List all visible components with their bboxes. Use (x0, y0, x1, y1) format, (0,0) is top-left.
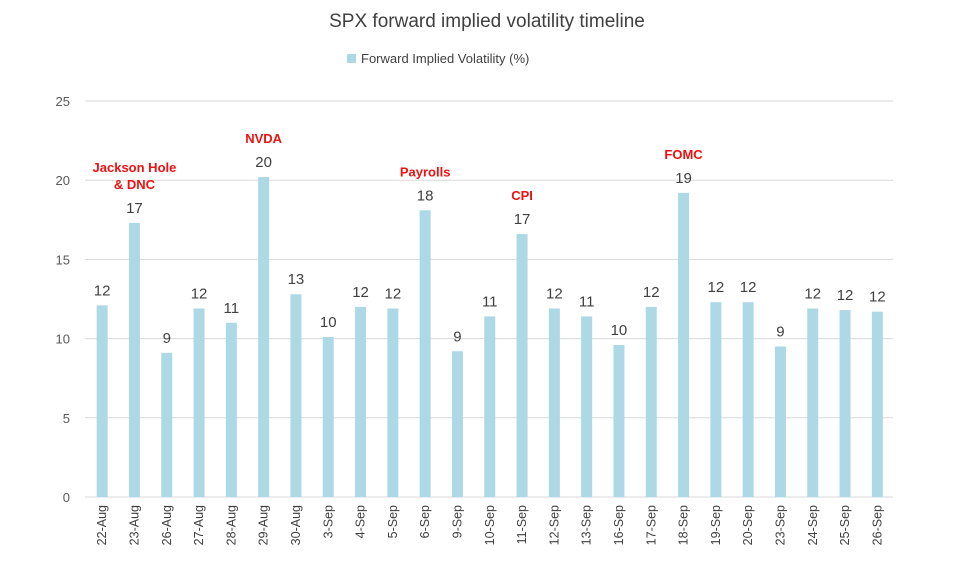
legend: Forward Implied Volatility (%) (347, 51, 529, 66)
data-label: 17 (514, 211, 531, 228)
x-tick-label: 13-Sep (580, 505, 594, 545)
event-annotation: Payrolls (400, 164, 451, 179)
x-tick-label: 19-Sep (709, 505, 723, 545)
x-tick-label: 25-Sep (838, 505, 852, 545)
legend-swatch (347, 54, 356, 63)
data-label: 12 (546, 286, 563, 303)
data-label: 9 (453, 328, 461, 345)
data-label: 12 (804, 286, 821, 303)
data-label: 12 (385, 286, 402, 303)
x-tick-label: 22-Aug (95, 505, 109, 545)
data-label: 9 (163, 330, 171, 347)
bar (387, 308, 399, 497)
legend-label: Forward Implied Volatility (%) (361, 51, 529, 66)
y-tick-label: 20 (56, 173, 70, 188)
y-axis: 0 5 10 15 20 25 (56, 94, 70, 505)
event-annotation: FOMC (664, 147, 703, 162)
data-label: 12 (708, 279, 725, 296)
x-tick-label: 26-Aug (160, 505, 174, 545)
x-tick-label: 17-Sep (644, 505, 658, 545)
bar (419, 210, 431, 497)
x-tick-label: 26-Sep (870, 505, 884, 545)
data-label: 9 (776, 324, 784, 341)
bar (516, 234, 528, 497)
bar (613, 344, 625, 497)
x-tick-label: 30-Aug (289, 505, 303, 545)
data-label: 10 (611, 322, 628, 339)
data-label: 13 (288, 271, 305, 288)
x-tick-label: 12-Sep (547, 505, 561, 545)
data-label: 12 (352, 284, 369, 301)
x-tick-label: 18-Sep (677, 505, 691, 545)
event-annotation: CPI (511, 188, 533, 203)
data-label: 12 (869, 289, 886, 306)
bar (807, 308, 819, 497)
x-tick-label: 6-Sep (418, 505, 432, 538)
data-label: 11 (579, 293, 595, 310)
bar (96, 305, 108, 497)
bar (290, 294, 302, 497)
data-label: 19 (675, 170, 692, 187)
bar (548, 308, 560, 497)
y-tick-label: 15 (56, 252, 70, 267)
data-label: 10 (320, 314, 337, 331)
data-labels: 12 17 9 12 11 20 13 10 12 12 18 9 11 17 12 11 10 12 19 12 12… (94, 154, 886, 347)
event-annotation: Jackson Hole (93, 160, 177, 175)
bars (96, 177, 883, 498)
data-label: 20 (255, 154, 272, 171)
bar (742, 302, 754, 497)
bar (258, 177, 270, 498)
x-tick-label: 24-Sep (806, 505, 820, 545)
y-tick-label: 10 (56, 332, 70, 347)
x-tick-label: 3-Sep (321, 505, 335, 538)
x-tick-label: 23-Sep (773, 505, 787, 545)
data-label: 12 (837, 287, 854, 304)
data-label: 12 (94, 282, 111, 299)
bar (322, 337, 334, 497)
bar (355, 306, 367, 497)
y-tick-label: 0 (63, 490, 70, 505)
bar (225, 322, 237, 497)
x-tick-label: 23-Aug (127, 505, 141, 545)
x-tick-label: 5-Sep (386, 505, 400, 538)
x-tick-label: 4-Sep (354, 505, 368, 538)
y-tick-label: 25 (56, 94, 70, 109)
bar (128, 222, 140, 497)
event-annotations: Jackson Hole & DNC NVDA Payrolls CPI FOMC (93, 131, 704, 203)
bar (161, 352, 173, 497)
x-tick-label: 28-Aug (224, 505, 238, 545)
event-annotation: & DNC (114, 177, 156, 192)
x-tick-label: 9-Sep (450, 505, 464, 538)
data-label: 12 (191, 286, 208, 303)
bar (484, 316, 496, 497)
y-tick-label: 5 (63, 411, 70, 426)
x-tick-label: 27-Aug (192, 505, 206, 545)
data-label: 17 (126, 200, 143, 217)
event-annotation: NVDA (245, 131, 282, 146)
data-label: 11 (482, 293, 498, 310)
x-tick-label: 11-Sep (515, 505, 529, 544)
data-label: 12 (740, 279, 757, 296)
x-tick-label: 29-Aug (257, 505, 271, 545)
bar (710, 302, 722, 497)
x-tick-label: 10-Sep (483, 505, 497, 545)
bar (645, 306, 657, 497)
bar (871, 311, 883, 497)
bar (451, 351, 463, 497)
data-label: 12 (643, 284, 660, 301)
bar (581, 316, 593, 497)
data-label: 18 (417, 187, 434, 204)
bar (774, 346, 786, 497)
x-axis: 22-Aug 23-Aug 26-Aug 27-Aug 28-Aug 29-Aug 30-A… (95, 505, 884, 545)
bar (678, 192, 690, 497)
bar (839, 310, 851, 497)
chart-title: SPX forward implied volatility timeline (329, 11, 645, 32)
x-tick-label: 20-Sep (741, 505, 755, 545)
bar (193, 308, 205, 497)
x-tick-label: 16-Sep (612, 505, 626, 545)
data-label: 11 (224, 300, 240, 317)
